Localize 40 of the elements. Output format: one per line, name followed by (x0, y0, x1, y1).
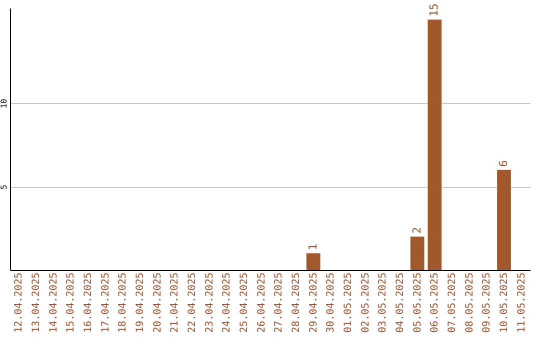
x-tick-label: 18.04.2025 (118, 272, 129, 333)
bar (306, 253, 320, 270)
x-tick-label: 26.04.2025 (256, 272, 268, 333)
x-tick-label: 21.04.2025 (170, 272, 181, 333)
x-tick-label: 07.05.2025 (447, 272, 458, 333)
x-tick-label: 27.04.2025 (274, 272, 285, 333)
bar (410, 236, 424, 270)
data-label: 6 (497, 160, 510, 167)
x-tick-label: 14.04.2025 (48, 272, 60, 333)
x-tick-label: 01.05.2025 (343, 272, 354, 333)
x-tick-label: 11.05.2025 (516, 272, 528, 333)
x-tick-label: 24.04.2025 (222, 272, 233, 333)
y-tick-label: 10 (0, 98, 8, 108)
x-tick-label: 02.05.2025 (360, 272, 372, 333)
x-tick-label: 08.05.2025 (464, 272, 476, 333)
x-tick-label: 03.05.2025 (378, 272, 389, 333)
bar (497, 170, 511, 270)
x-tick-label: 20.04.2025 (152, 272, 164, 333)
x-tick-label: 23.04.2025 (204, 272, 216, 333)
x-tick-label: 12.04.2025 (14, 272, 25, 333)
x-tick-label: 09.05.2025 (482, 272, 493, 333)
x-tick-label: 04.05.2025 (395, 272, 406, 333)
x-tick-label: 25.04.2025 (239, 272, 250, 333)
data-label: 15 (428, 3, 441, 17)
data-label: 1 (306, 244, 320, 250)
x-tick-label: 29.04.2025 (308, 272, 320, 333)
x-tick-label: 19.04.2025 (135, 272, 146, 333)
x-tick-label: 16.04.2025 (83, 272, 94, 333)
x-tick-label: 30.04.2025 (326, 272, 337, 333)
x-tick-label: 17.04.2025 (100, 272, 112, 333)
data-label: 2 (410, 227, 424, 234)
x-tick-label: 05.05.2025 (412, 272, 424, 333)
x-tick-label: 22.04.2025 (187, 272, 198, 333)
x-tick-label: 06.05.2025 (430, 272, 441, 333)
y-tick-label: 5 (0, 184, 8, 190)
x-tick-label: 28.04.2025 (291, 272, 302, 333)
x-tick-label: 13.04.2025 (31, 272, 42, 333)
x-tick-label: 15.04.2025 (66, 272, 77, 333)
x-tick-label: 10.05.2025 (499, 272, 510, 333)
bar (428, 20, 442, 270)
